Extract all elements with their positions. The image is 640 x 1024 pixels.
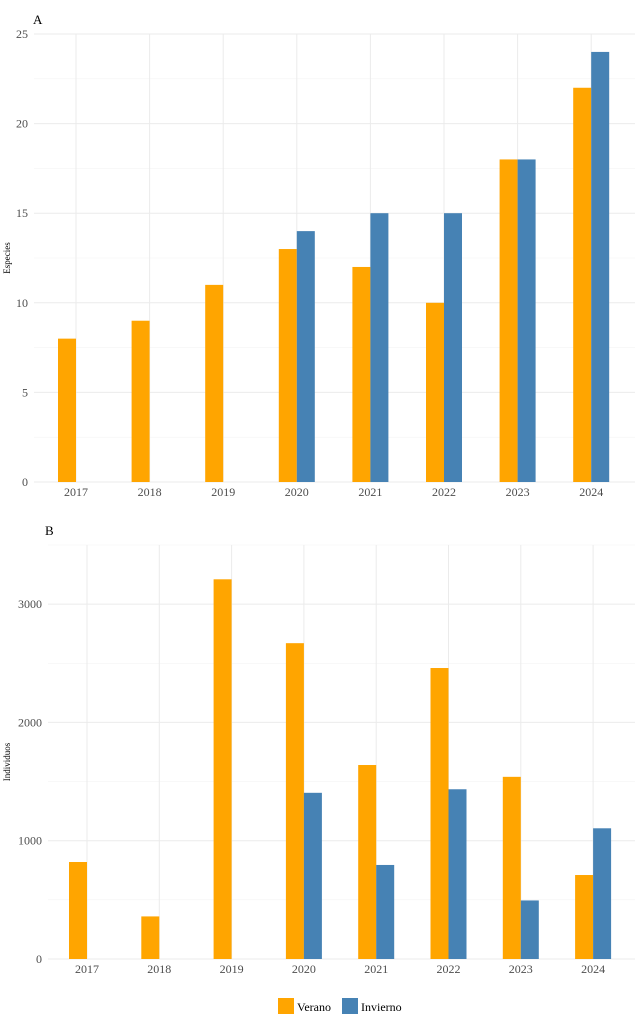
y-tick-label: 3000 bbox=[18, 597, 42, 611]
bar-invierno-2024 bbox=[591, 51, 610, 483]
bar-verano-2024 bbox=[575, 875, 594, 959]
x-tick-label: 2017 bbox=[64, 485, 88, 499]
x-tick-label: 2019 bbox=[220, 962, 244, 976]
bar-verano-2019 bbox=[205, 284, 224, 482]
bar-invierno-2020 bbox=[303, 792, 322, 959]
bar-verano-2020 bbox=[278, 249, 297, 482]
panel-a-label: A bbox=[33, 12, 43, 27]
x-tick-label: 2023 bbox=[509, 962, 533, 976]
bar-invierno-2022 bbox=[444, 213, 462, 482]
legend-label-verano: Verano bbox=[297, 1000, 331, 1014]
x-tick-label: 2023 bbox=[506, 485, 530, 499]
panel-b-ylabel: Individuos bbox=[2, 742, 12, 781]
y-tick-label: 1000 bbox=[18, 834, 42, 848]
y-tick-label: 0 bbox=[36, 952, 42, 966]
y-tick-label: 5 bbox=[22, 385, 28, 399]
x-tick-label: 2024 bbox=[581, 962, 605, 976]
x-tick-label: 2018 bbox=[147, 962, 171, 976]
bar-verano-2020 bbox=[285, 643, 304, 959]
x-tick-label: 2020 bbox=[285, 485, 309, 499]
legend-label-invierno: Invierno bbox=[361, 1000, 402, 1014]
bar-verano-2021 bbox=[352, 266, 371, 482]
legend-key-verano bbox=[278, 998, 294, 1014]
bar-verano-2023 bbox=[502, 776, 521, 959]
grid bbox=[34, 33, 635, 483]
y-tick-label: 15 bbox=[16, 206, 28, 220]
legend: Verano Invierno bbox=[278, 998, 402, 1014]
x-tick-label: 2018 bbox=[138, 485, 162, 499]
bar-verano-2018 bbox=[131, 320, 150, 482]
grid bbox=[48, 544, 635, 960]
bar-verano-2024 bbox=[573, 87, 592, 482]
x-tick-label: 2022 bbox=[432, 485, 456, 499]
bar-invierno-2023 bbox=[517, 159, 536, 482]
bar-verano-2017 bbox=[58, 338, 76, 482]
x-tick-label: 2020 bbox=[292, 962, 316, 976]
panel-a-ylabel: Especies bbox=[2, 242, 12, 274]
bar-verano-2019 bbox=[213, 579, 232, 959]
bar-invierno-2021 bbox=[370, 213, 389, 482]
x-tick-label: 2017 bbox=[75, 962, 99, 976]
bar-invierno-2024 bbox=[593, 828, 612, 959]
y-tick-label: 25 bbox=[16, 27, 28, 41]
x-tick-label: 2019 bbox=[211, 485, 235, 499]
y-tick-label: 0 bbox=[22, 475, 28, 489]
x-tick-label: 2021 bbox=[364, 962, 388, 976]
bar-verano-2022 bbox=[430, 668, 449, 959]
bar-verano-2023 bbox=[499, 159, 518, 482]
x-tick-label: 2024 bbox=[579, 485, 603, 499]
bar-invierno-2022 bbox=[448, 789, 467, 959]
y-tick-label: 10 bbox=[16, 296, 28, 310]
x-tick-label: 2021 bbox=[358, 485, 382, 499]
bar-invierno-2023 bbox=[520, 900, 539, 959]
legend-key-invierno bbox=[342, 998, 358, 1014]
panel-a: A Especies 0 5 10 15 20 25 2017 2018 2019 2020 202… bbox=[2, 12, 635, 499]
panel-b: B Individuos 0 1000 2000 3000 2017 2018 2019 20… bbox=[2, 523, 635, 976]
bar-invierno-2021 bbox=[376, 864, 395, 959]
bar-invierno-2020 bbox=[296, 231, 315, 482]
y-tick-label: 20 bbox=[16, 117, 28, 131]
bar-verano-2018 bbox=[141, 916, 160, 959]
x-tick-label: 2022 bbox=[437, 962, 461, 976]
bar-verano-2021 bbox=[358, 765, 377, 959]
bar-verano-2022 bbox=[426, 302, 444, 482]
y-tick-label: 2000 bbox=[18, 715, 42, 729]
panel-b-label: B bbox=[45, 523, 54, 538]
bar-verano-2017 bbox=[69, 862, 87, 959]
